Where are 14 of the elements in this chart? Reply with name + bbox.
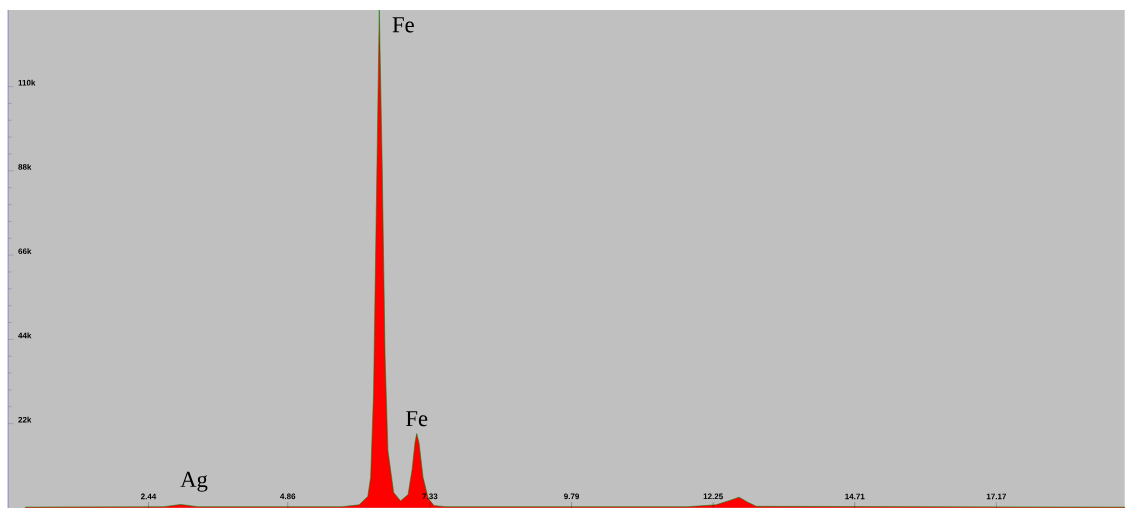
y-tick-label: 22k: [18, 416, 32, 423]
y-tick-label: 66k: [18, 248, 32, 254]
annotation: Fe: [392, 17, 414, 33]
y-tick-label: 88k: [18, 163, 32, 170]
y-tick-label: 110k: [18, 79, 36, 86]
x-tick-label: 9.79: [564, 493, 580, 500]
x-tick-label: 4.86: [280, 493, 296, 500]
annotation: Ag: [180, 471, 208, 492]
x-tick-label: 17.17: [986, 493, 1007, 500]
x-tick-label: 2.44: [140, 493, 157, 500]
annotation: Fe: [406, 411, 428, 427]
x-tick-label: 12.25: [703, 493, 723, 500]
y-tick-label: 44k: [18, 332, 32, 339]
x-tick-label: 14.71: [845, 493, 865, 500]
